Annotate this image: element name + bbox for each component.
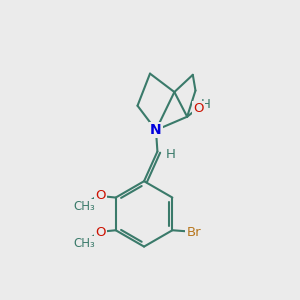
Text: O: O [95,189,106,202]
Text: O: O [193,102,204,115]
Text: Br: Br [187,226,201,239]
Text: CH₃: CH₃ [73,200,95,213]
Text: H: H [166,148,176,161]
Text: CH₃: CH₃ [73,237,95,250]
Text: O: O [95,226,106,239]
Text: H: H [201,98,211,111]
Text: N: N [150,123,162,137]
